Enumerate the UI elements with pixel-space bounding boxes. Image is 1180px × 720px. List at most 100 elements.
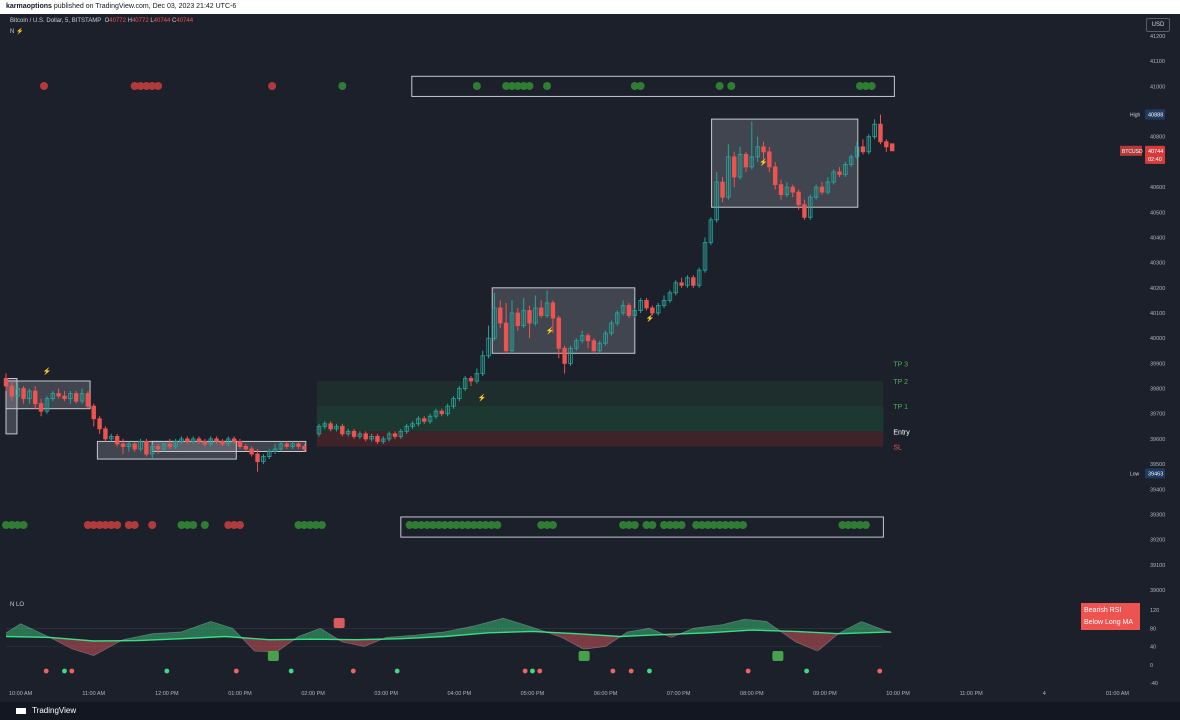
osc-fill [696,627,700,634]
price-tick-label: 40100 [1150,311,1165,317]
osc-fill [523,624,527,632]
time-tick-label: 05:00 PM [521,691,545,697]
osc-fill [555,632,559,637]
signal-dot [519,82,528,90]
footer-brand: TradingView [32,706,77,715]
candle-body [837,171,842,175]
candle-body [579,335,585,342]
osc-dot [522,668,528,674]
signal-dot [142,82,151,90]
signal-dot [692,521,701,529]
osc-fill [868,624,872,633]
candle-body [255,453,260,462]
osc-fill [277,639,281,651]
time-tick-label: 4 [1043,691,1046,697]
indicator-label[interactable]: N ⚡ [10,28,24,35]
candle-body [878,123,883,143]
candle-body [190,438,196,442]
osc-fill [529,626,533,632]
osc-fill [8,629,12,637]
osc-fill [769,623,773,631]
publisher-name: karmaoptions [6,3,52,10]
osc-fill [35,630,39,638]
osc-fill [351,639,355,645]
low-badge-value: 39463 [1148,471,1163,477]
candle-body [503,322,509,352]
osc-fill [687,629,691,634]
price-tick-label: 40600 [1150,185,1165,191]
low-badge-value-bg [1145,468,1165,479]
signal-dot [434,521,443,529]
candle-body [73,393,79,402]
osc-fill [163,632,167,640]
osc-fill [468,626,472,635]
candle-body [691,277,696,286]
osc-dot [394,668,400,674]
candle-body [819,186,825,193]
osc-fill [424,633,428,638]
osc-signal-marker [267,651,279,661]
candle-body [97,418,102,430]
osc-fill [631,630,635,636]
tradingview-logo-icon [16,707,26,714]
osc-fill [84,640,88,654]
sl-band [316,431,884,447]
candle-body [849,156,854,165]
osc-fill [473,625,477,635]
price-tick-label: 40500 [1150,210,1165,216]
osc-fill [585,634,589,650]
candle-body [767,151,772,168]
signal-dot [417,521,426,529]
candle-body [38,403,44,412]
signal-dot [469,521,478,529]
osc-fill [646,628,650,636]
osc-fill [161,632,164,640]
osc-fill [96,640,100,655]
candle-body [231,438,237,442]
osc-fill [435,632,439,637]
osc-fill [576,633,580,647]
indicator-label-text: N [10,29,15,35]
osc-fill [430,633,434,638]
osc-fill [471,625,474,635]
osc-fill [871,625,875,633]
signal-dot [677,521,686,529]
signal-dot [548,521,557,529]
candle-body [322,423,328,427]
signal-dot [306,521,315,529]
oscillator-label[interactable]: N LO [10,602,25,608]
osc-fill [316,628,319,640]
signal-dot [507,82,516,90]
osc-fill [307,632,311,640]
candle-body [173,441,178,447]
osc-fill [87,640,91,655]
signal-dot [300,521,309,529]
osc-fill [108,640,112,648]
signal-dot [475,521,484,529]
candle-body [126,443,132,447]
osc-fill [862,621,866,633]
osc-fill [111,640,115,647]
candle-body [132,443,137,450]
alert-line-1: Bearish RSI [1084,607,1122,614]
signal-dot [727,521,736,529]
price-tick-label: 39000 [1150,588,1165,594]
candle-body [702,242,708,271]
osc-fill [479,623,483,634]
osc-fill [848,626,852,634]
candle-body [620,305,626,314]
tp1-band [316,406,884,432]
osc-fill [342,639,346,643]
candle-body [328,423,333,430]
signal-dot [537,521,546,529]
candle-body [457,388,462,400]
osc-dot [877,668,883,674]
candle-body [626,305,632,316]
candle-body [679,282,684,286]
signal-dot [446,521,455,529]
currency-button[interactable]: USD [1146,18,1170,32]
time-tick-label: 10:00 PM [886,691,910,697]
time-tick-label: 08:00 PM [740,691,764,697]
osc-fill [237,632,240,638]
